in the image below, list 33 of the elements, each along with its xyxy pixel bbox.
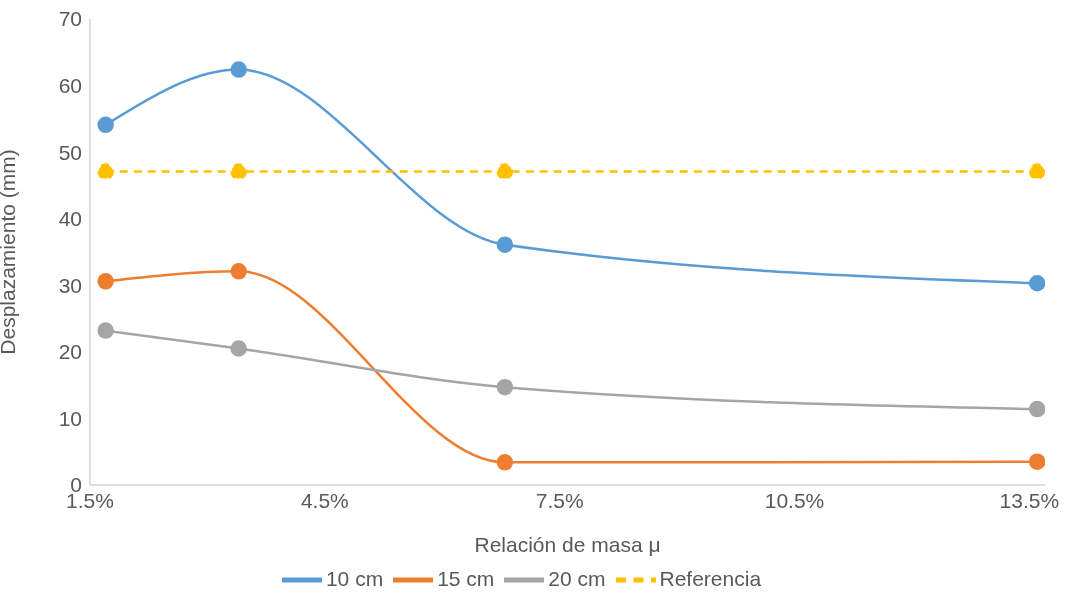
legend-label: 20 cm — [548, 566, 606, 590]
point — [97, 273, 114, 290]
y-tick-label: 50 — [58, 140, 82, 164]
y-tick-label: 10 — [58, 406, 82, 430]
x-tick-label: 7.5% — [535, 488, 584, 512]
point — [230, 340, 247, 357]
point — [1028, 400, 1045, 418]
y-tick-label: 60 — [58, 74, 82, 98]
y-tick-label: 30 — [58, 273, 82, 297]
x-axis-title: Relación de masa μ — [474, 533, 661, 556]
point — [496, 236, 514, 253]
point — [97, 163, 114, 180]
point — [97, 116, 114, 134]
point — [230, 61, 247, 78]
x-tick-label: 13.5% — [999, 488, 1060, 512]
point — [230, 163, 247, 180]
point — [496, 163, 514, 180]
y-tick-label: 20 — [58, 340, 82, 364]
legend-label: 15 cm — [437, 566, 495, 590]
point — [230, 263, 247, 280]
x-tick-label: 10.5% — [764, 488, 825, 512]
point — [496, 378, 514, 396]
point — [1028, 163, 1045, 180]
y-tick-label: 70 — [58, 7, 82, 31]
x-tick-label: 4.5% — [300, 488, 349, 512]
point — [1028, 453, 1045, 470]
legend-label: 10 cm — [325, 566, 384, 590]
y-tick-label: 40 — [58, 207, 82, 231]
point — [1028, 275, 1045, 292]
y-axis-title: Desplazamiento (mm) — [0, 149, 20, 355]
legend-label: Referencia — [659, 566, 762, 590]
point — [496, 454, 514, 471]
point — [97, 322, 114, 339]
